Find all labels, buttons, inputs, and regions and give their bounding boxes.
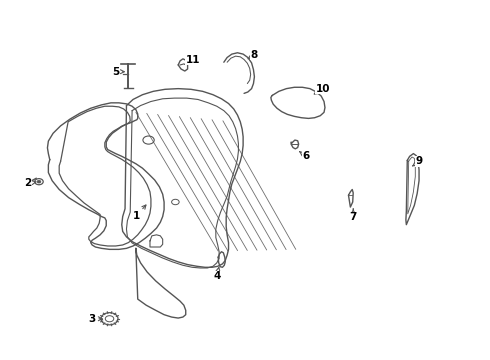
- Circle shape: [37, 180, 41, 183]
- Text: 7: 7: [349, 209, 357, 222]
- Text: 5: 5: [112, 67, 124, 77]
- Text: 9: 9: [413, 156, 422, 166]
- Text: 6: 6: [299, 151, 310, 161]
- Text: 1: 1: [133, 205, 146, 221]
- Text: 11: 11: [185, 55, 200, 65]
- Text: 4: 4: [213, 267, 220, 282]
- Text: 8: 8: [248, 50, 258, 60]
- Text: 3: 3: [89, 314, 102, 324]
- Text: 10: 10: [314, 84, 330, 94]
- Text: 2: 2: [24, 179, 36, 188]
